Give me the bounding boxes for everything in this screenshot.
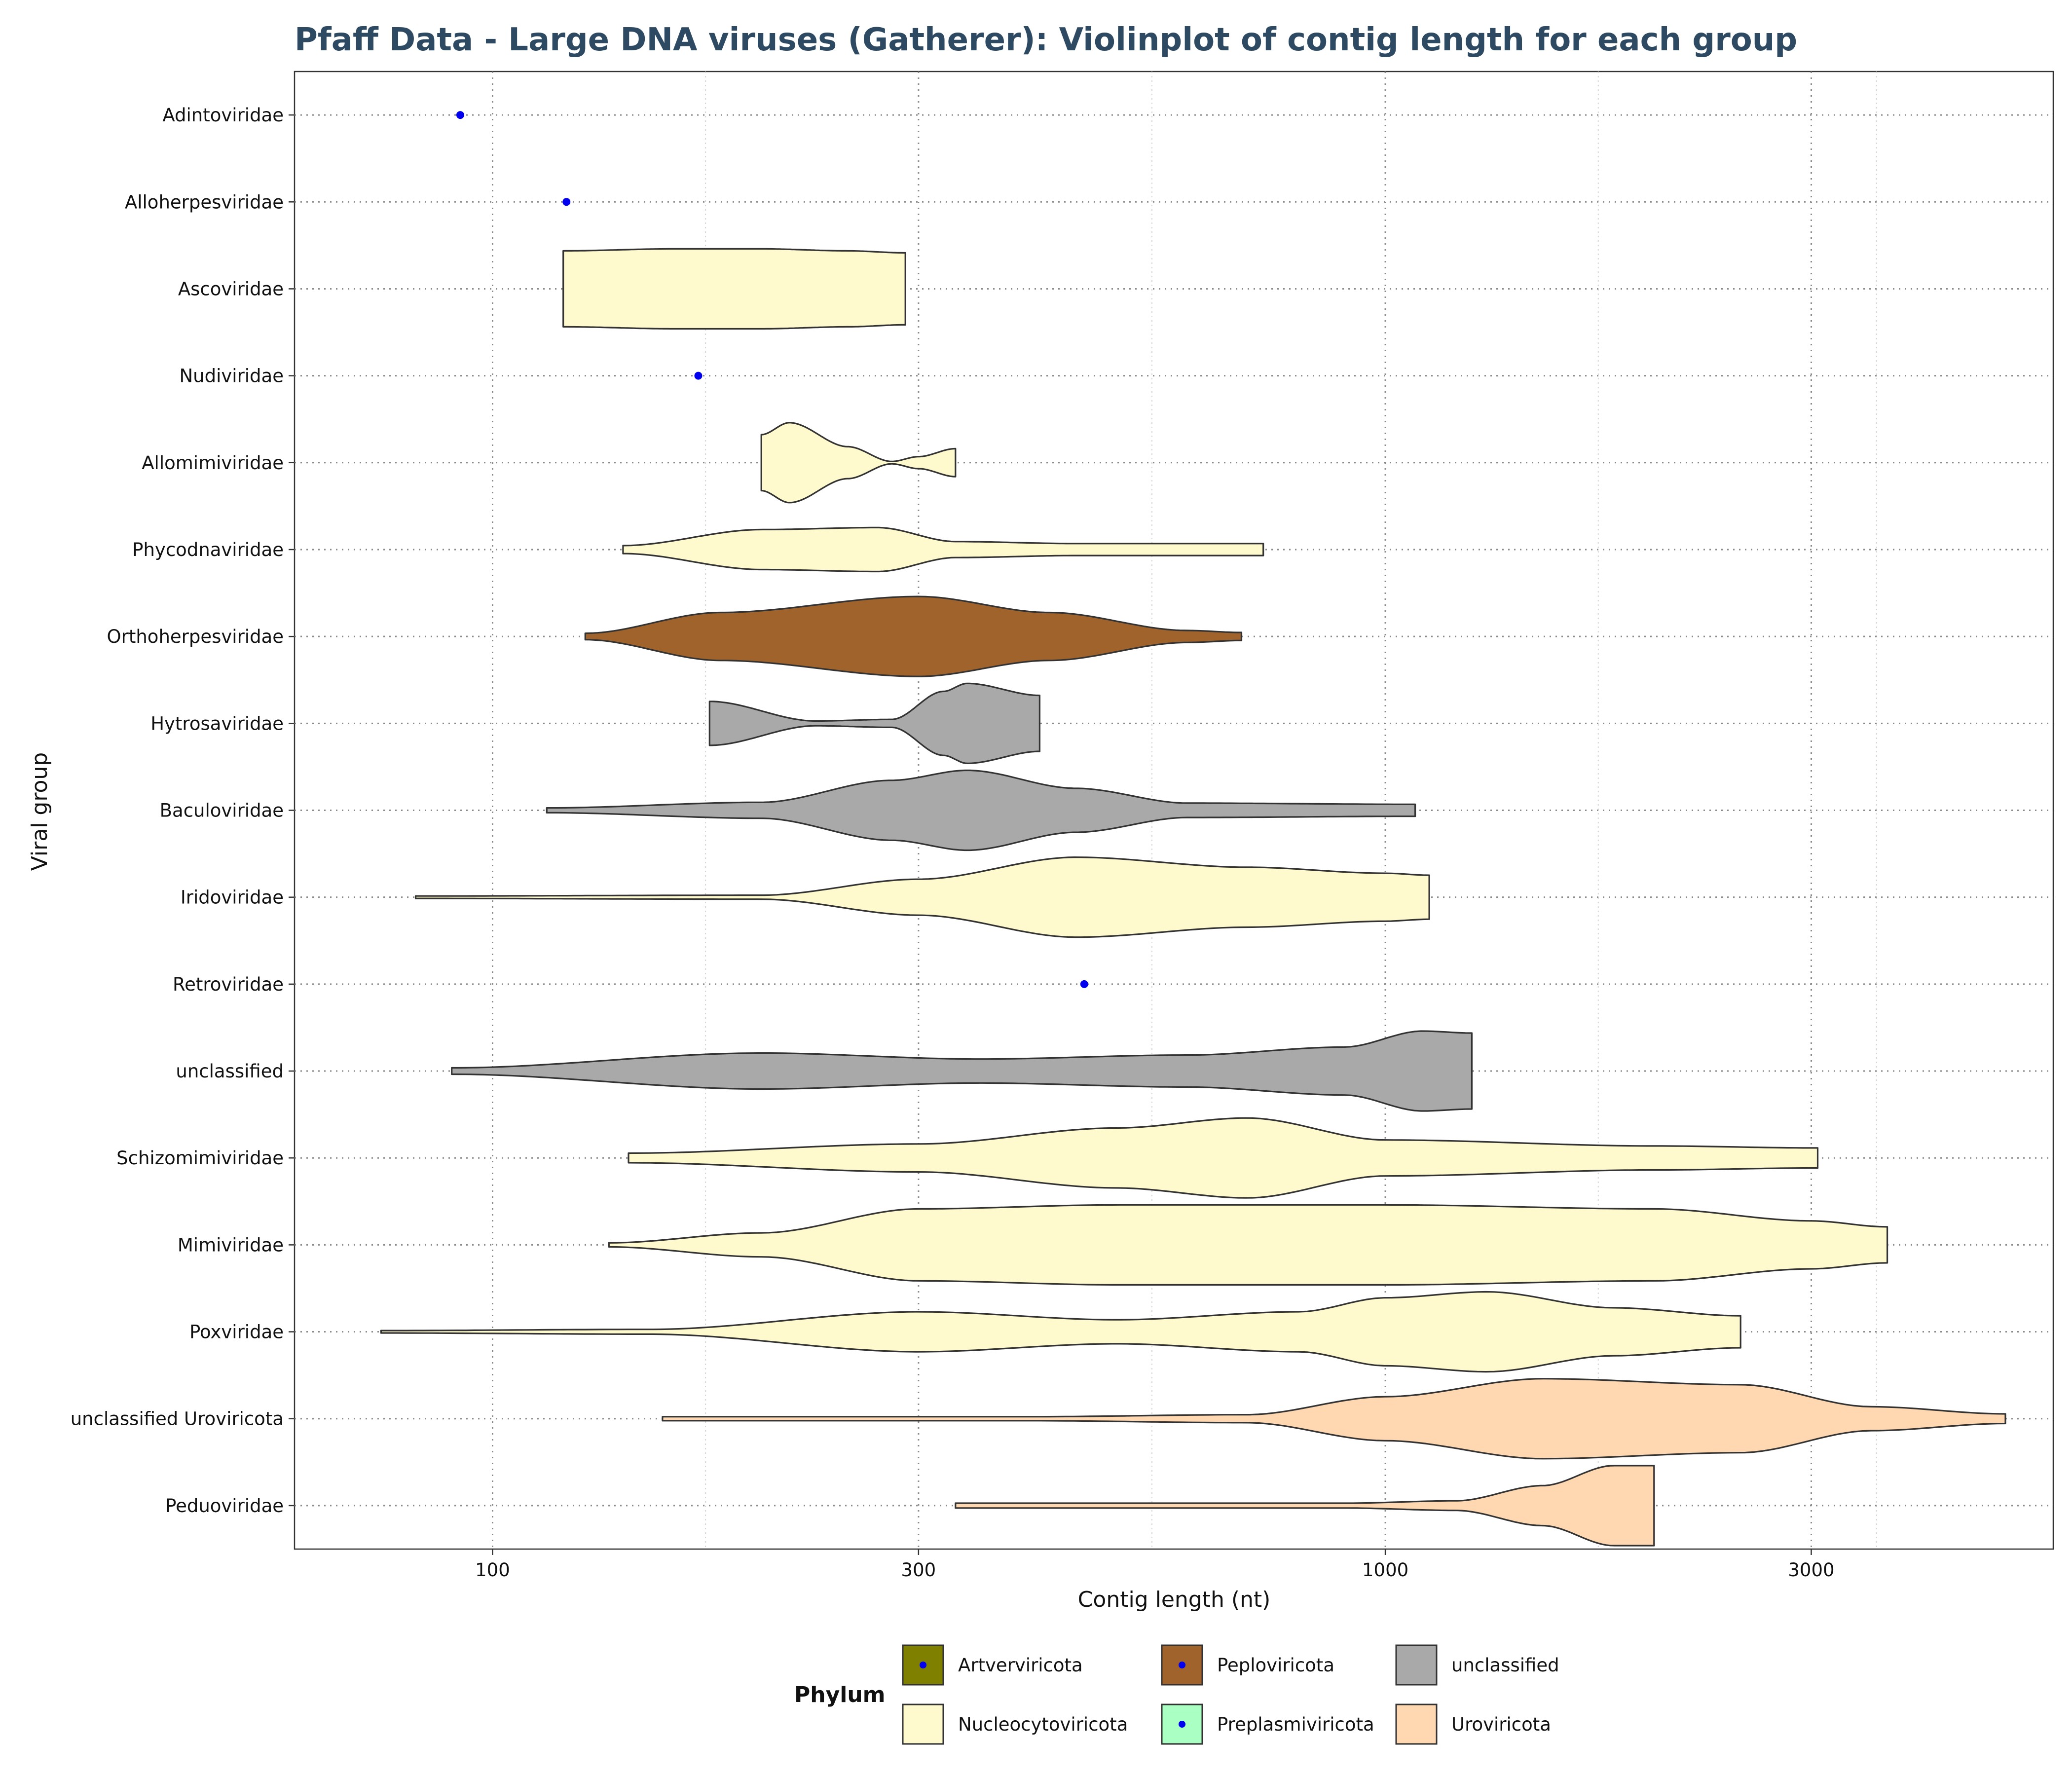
x-tick-label: 1000 [1362,1559,1408,1581]
legend-label: Preplasmiviricota [1217,1714,1374,1735]
violin [608,1204,1888,1286]
legend-key-point [920,1662,926,1668]
y-tick-label: Baculoviridae [160,800,284,821]
legend-key [902,1703,944,1745]
y-axis-title: Viral group [27,752,52,871]
chart-title: Pfaff Data - Large DNA viruses (Gatherer… [295,22,1797,58]
x-tick-label: 300 [901,1559,936,1581]
x-tick-labels: 100 300 1000 3000 [475,1549,1835,1581]
violin [760,422,957,504]
violins [380,111,2006,1547]
y-tick-label: Schizomimiviridae [116,1147,284,1169]
y-tick-label: Iridoviridae [181,887,284,908]
violin [708,682,1040,764]
x-tick-label: 100 [475,1559,510,1581]
y-tick-label: unclassified Uroviricota [71,1408,284,1430]
legend-key [1395,1703,1438,1745]
x-axis-title: Contig length (nt) [1078,1587,1271,1612]
violin [546,769,1416,851]
y-tick-labels: Peduoviridae unclassified Uroviricota Poxv… [71,105,295,1517]
data-point [1080,980,1088,988]
y-tick-label: Hytrosaviridae [150,713,284,734]
violin [380,1291,1741,1373]
y-tick-label: Orthoherpesviridae [107,626,284,647]
data-point [456,111,464,119]
y-tick-label: Peduoviridae [165,1495,284,1517]
y-tick-label: Alloherpesviridae [125,191,284,213]
data-point [562,198,571,206]
legend: Phylum Artverviricota Peploviricota unclas… [794,1644,1559,1745]
legend-label: Artverviricota [958,1655,1083,1676]
y-tick-label: Nudiviridae [180,366,284,387]
violin [562,248,906,330]
legend-label: Nucleocytoviricota [958,1714,1128,1735]
y-tick-label: Adintoviridae [162,105,284,126]
y-tick-label: Phycodnaviridae [132,539,284,560]
violin [451,1030,1473,1112]
violin [414,856,1430,938]
legend-label: Peploviricota [1217,1655,1334,1676]
legend-label: Uroviricota [1451,1714,1551,1735]
y-tick-label: Poxviridae [189,1322,284,1343]
y-tick-label: unclassified [176,1061,284,1082]
legend-title: Phylum [794,1682,886,1707]
y-tick-label: Retroviridae [173,974,284,995]
violin [628,1117,1819,1199]
legend-key-point [1179,1662,1185,1668]
y-tick-label: Allomimiviridae [142,452,284,474]
data-point [694,371,703,380]
y-tick-label: Mimiviridae [178,1234,284,1256]
grid [295,72,2053,1549]
x-tick-label: 3000 [1788,1559,1834,1581]
violin [584,595,1243,677]
violin [662,1378,2006,1460]
legend-key-point [1179,1721,1185,1728]
y-tick-label: Ascoviridae [178,278,284,299]
legend-key [1395,1644,1438,1686]
violin [622,526,1264,573]
legend-label: unclassified [1451,1655,1559,1676]
violin [955,1465,1655,1547]
